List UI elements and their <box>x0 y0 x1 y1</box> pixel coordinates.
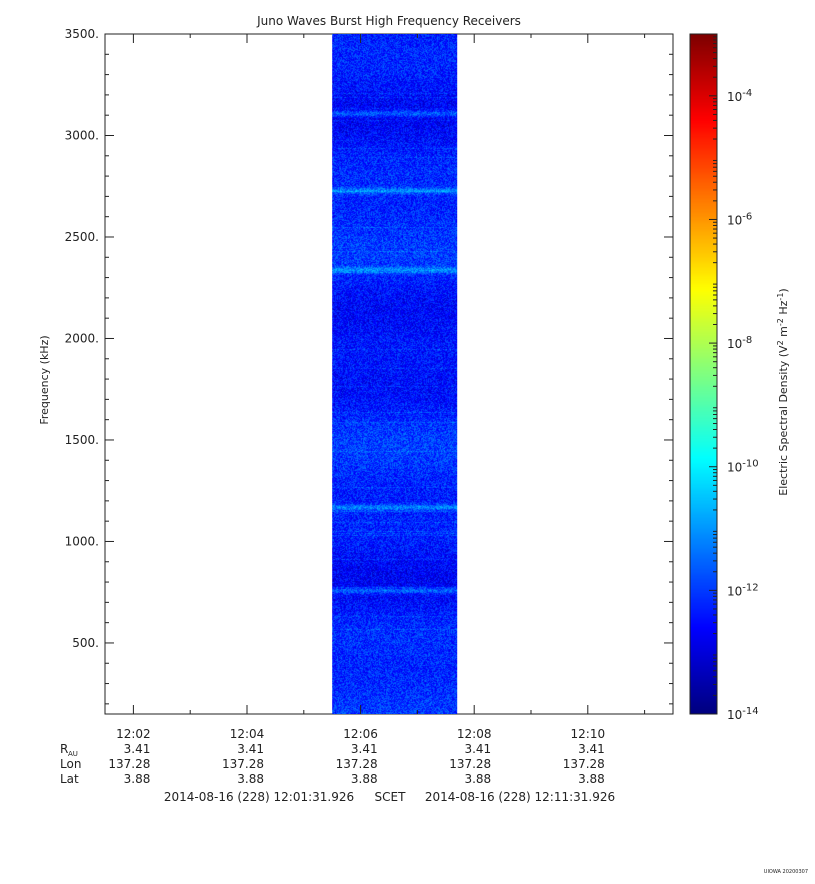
y-tick-label: 2500. <box>65 230 99 244</box>
ephemeris-value: 3.41 <box>578 742 605 756</box>
x-tick-label: 12:02 <box>116 727 151 741</box>
ephemeris-value: 137.28 <box>108 757 150 771</box>
colorbar-tick-label: 10-14 <box>727 706 759 722</box>
colorbar: 10-14 10-12 10-10 10-8 10-6 10-4 <box>689 33 759 722</box>
x-tick-label: 12:04 <box>230 727 265 741</box>
ephemeris-value: 3.88 <box>578 772 605 786</box>
time-range-start: 2014-08-16 (228) 12:01:31.926 <box>164 790 354 804</box>
y-tick-label: 2000. <box>65 331 99 345</box>
ephemeris-value: 3.88 <box>124 772 151 786</box>
ephemeris-value: 3.41 <box>351 742 378 756</box>
spectrogram-image <box>332 34 458 714</box>
x-axis-ticks: 12:02 12:04 12:06 12:08 12:10 <box>116 34 646 741</box>
colorbar-label: Electric Spectral Density (V2 m-2 Hz-1) <box>776 288 790 495</box>
colorbar-ticks: 10-14 10-12 10-10 10-8 10-6 10-4 <box>709 36 759 722</box>
ephemeris-table: R AU 3.41 3.41 3.41 3.41 3.41 Lon 137.28 137.28 13… <box>60 742 605 786</box>
ephemeris-value: 3.88 <box>237 772 264 786</box>
x-tick-label: 12:10 <box>571 727 606 741</box>
y-axis-ticks: 500. 1000. 1500. 2000. 2500. 3000. 3500. <box>65 27 673 705</box>
y-tick-label: 3000. <box>65 128 99 142</box>
colorbar-gradient <box>690 34 717 714</box>
ephemeris-value: 137.28 <box>222 757 264 771</box>
y-tick-label: 1500. <box>65 433 99 447</box>
ephemeris-row-sublabel: AU <box>68 750 78 758</box>
ephemeris-value: 3.41 <box>124 742 151 756</box>
y-axis-label: Frequency (kHz) <box>38 335 51 424</box>
chart-title: Juno Waves Burst High Frequency Receiver… <box>256 14 521 28</box>
colorbar-frame <box>689 33 718 715</box>
ephemeris-value: 3.41 <box>237 742 264 756</box>
ephemeris-value: 137.28 <box>449 757 491 771</box>
ephemeris-value: 137.28 <box>563 757 605 771</box>
time-range-scet: SCET <box>375 790 407 804</box>
x-tick-label: 12:08 <box>457 727 492 741</box>
colorbar-tick-label: 10-10 <box>727 459 759 475</box>
y-tick-label: 3500. <box>65 27 99 41</box>
ephemeris-value: 137.28 <box>336 757 378 771</box>
y-tick-label: 1000. <box>65 534 99 548</box>
spectrogram-layer <box>332 34 458 714</box>
ephemeris-value: 3.41 <box>464 742 491 756</box>
colorbar-tick-label: 10-12 <box>727 582 759 598</box>
colorbar-tick-label: 10-8 <box>727 335 752 351</box>
ephemeris-value: 3.88 <box>464 772 491 786</box>
time-range-end: 2014-08-16 (228) 12:11:31.926 <box>425 790 615 804</box>
y-tick-label: 500. <box>72 636 99 650</box>
colorbar-tick-label: 10-6 <box>727 211 752 227</box>
colorbar-tick-label: 10-4 <box>727 88 752 104</box>
ephemeris-row-label: R <box>60 742 68 756</box>
ephemeris-row-label: Lon <box>60 757 81 771</box>
ephemeris-row-label: Lat <box>60 772 79 786</box>
ephemeris-value: 3.88 <box>351 772 378 786</box>
uiowa-stamp: UIOWA 20200307 <box>764 869 808 875</box>
x-tick-label: 12:06 <box>343 727 378 741</box>
